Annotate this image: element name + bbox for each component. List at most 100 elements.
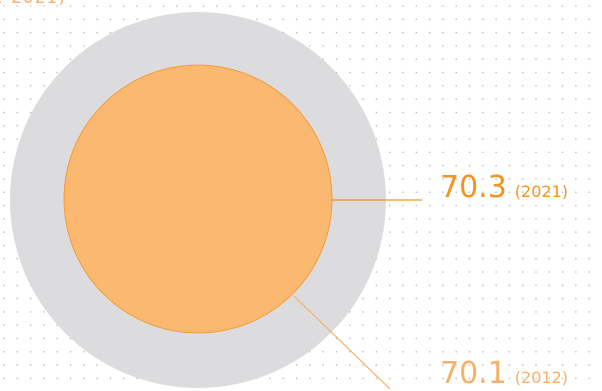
grid-dot (468, 164, 471, 167)
grid-dot (16, 297, 19, 300)
grid-dot (442, 164, 444, 167)
grid-dot (242, 5, 245, 7)
grid-dot (322, 18, 325, 21)
grid-dot (561, 85, 564, 87)
grid-dot (3, 244, 5, 247)
grid-dot (575, 151, 577, 154)
grid-dot (388, 18, 391, 21)
grid-dot (535, 124, 537, 127)
grid-dot (388, 244, 391, 247)
grid-dot (202, 5, 205, 7)
grid-dot (428, 311, 431, 313)
grid-dot (575, 257, 577, 260)
grid-dot (508, 271, 511, 273)
grid-dot (482, 31, 484, 34)
grid-dot (428, 18, 431, 21)
grid-dot (388, 124, 391, 127)
grid-dot (575, 351, 577, 353)
grid-dot (29, 98, 32, 100)
grid-dot (56, 351, 58, 353)
grid-dot (575, 178, 577, 180)
grid-dot (521, 257, 524, 260)
grid-dot (388, 297, 391, 300)
grid-dot (3, 204, 5, 207)
grid-dot (3, 364, 5, 366)
grid-dot (575, 337, 577, 340)
grid-dot (415, 85, 418, 87)
grid-dot (588, 178, 590, 180)
grid-dot (415, 18, 418, 21)
grid-dot (43, 58, 45, 60)
grid-dot (335, 364, 338, 366)
grid-dot (442, 271, 444, 273)
grid-dot (428, 124, 431, 127)
grid-dot (96, 364, 98, 366)
value-label-2021: 70.3 (2021) (440, 170, 568, 205)
grid-dot (442, 138, 444, 140)
grid-dot (16, 364, 19, 366)
grid-dot (83, 377, 85, 380)
grid-dot (561, 244, 564, 247)
grid-dot (521, 271, 524, 273)
grid-dot (508, 364, 511, 366)
grid-dot (561, 231, 564, 233)
grid-dot (16, 18, 19, 21)
grid-dot (43, 364, 45, 366)
grid-dot (16, 138, 19, 140)
grid-dot (56, 337, 58, 340)
grid-dot (521, 178, 524, 180)
grid-dot (402, 204, 404, 207)
grid-dot (69, 31, 72, 34)
grid-dot (508, 178, 511, 180)
grid-dot (495, 98, 497, 100)
grid-dot (535, 364, 537, 366)
grid-dot (535, 18, 537, 21)
grid-dot (388, 71, 391, 74)
grid-dot (402, 5, 404, 7)
grid-dot (548, 297, 551, 300)
grid-dot (29, 351, 32, 353)
grid-dot (468, 85, 471, 87)
grid-dot (16, 71, 19, 74)
grid-dot (521, 31, 524, 34)
grid-dot (442, 337, 444, 340)
grid-dot (521, 191, 524, 193)
grid-dot (561, 164, 564, 167)
grid-dot (295, 364, 298, 366)
grid-dot (43, 311, 45, 313)
grid-dot (43, 5, 45, 7)
grid-dot (495, 311, 497, 313)
grid-dot (521, 351, 524, 353)
grid-dot (442, 377, 444, 380)
grid-dot (388, 284, 391, 287)
grid-dot (96, 377, 98, 380)
grid-dot (455, 364, 458, 366)
grid-dot (402, 244, 404, 247)
grid-dot (335, 45, 338, 47)
grid-dot (508, 218, 511, 220)
grid-dot (442, 151, 444, 154)
grid-dot (588, 351, 590, 353)
grid-dot (375, 284, 378, 287)
grid-dot (508, 58, 511, 60)
grid-dot (415, 164, 418, 167)
grid-dot (548, 85, 551, 87)
grid-dot (455, 98, 458, 100)
grid-dot (3, 297, 5, 300)
grid-dot (136, 18, 138, 21)
grid-dot (362, 45, 364, 47)
grid-dot (56, 71, 58, 74)
grid-dot (375, 351, 378, 353)
grid-dot (495, 284, 497, 287)
grid-dot (561, 45, 564, 47)
grid-dot (388, 5, 391, 7)
grid-dot (29, 364, 32, 366)
grid-dot (495, 111, 497, 114)
grid-dot (96, 5, 98, 7)
grid-dot (508, 5, 511, 7)
grid-dot (3, 111, 5, 114)
grid-dot (575, 98, 577, 100)
grid-dot (588, 244, 590, 247)
grid-dot (3, 71, 5, 74)
grid-dot (588, 138, 590, 140)
